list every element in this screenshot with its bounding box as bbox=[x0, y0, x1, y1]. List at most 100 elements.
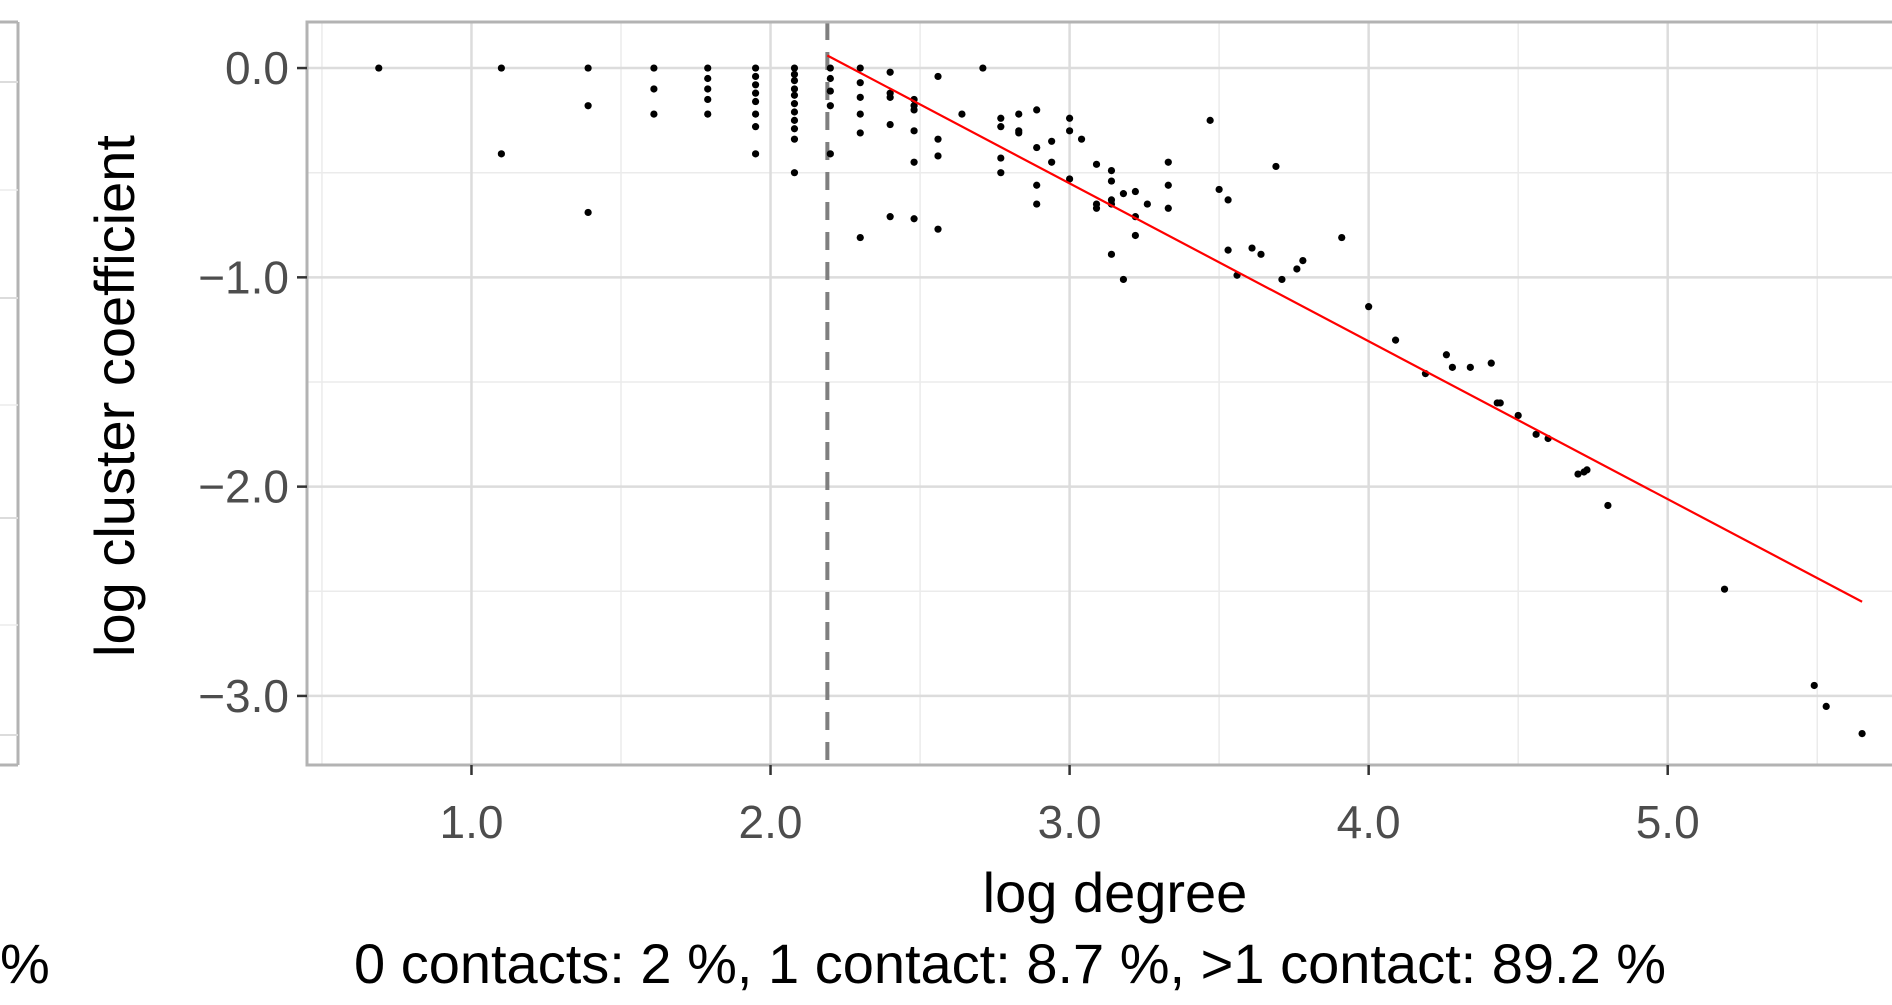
data-point bbox=[704, 64, 712, 72]
data-point bbox=[1065, 114, 1074, 122]
data-point bbox=[997, 114, 1005, 122]
data-point bbox=[790, 91, 799, 99]
data-point bbox=[650, 64, 658, 72]
points-layer bbox=[375, 64, 1866, 738]
data-point bbox=[1299, 256, 1307, 265]
data-point bbox=[934, 135, 942, 143]
chart-caption: 0 contacts: 2 %, 1 contact: 8.7 %, >1 co… bbox=[354, 932, 1666, 995]
data-point bbox=[1065, 175, 1074, 183]
x-tick-label: 2.0 bbox=[739, 796, 803, 848]
data-point bbox=[1224, 196, 1232, 204]
data-point bbox=[826, 74, 834, 83]
data-point bbox=[856, 233, 864, 242]
x-tick-label: 4.0 bbox=[1337, 796, 1401, 848]
data-point bbox=[790, 85, 799, 93]
data-point bbox=[650, 85, 658, 93]
data-point bbox=[1810, 681, 1818, 690]
data-point bbox=[1033, 143, 1041, 152]
data-point bbox=[790, 64, 799, 72]
x-tick-label: 1.0 bbox=[440, 796, 504, 848]
data-point bbox=[1131, 231, 1139, 240]
left-panel-fragment: % bbox=[0, 20, 50, 995]
data-point bbox=[826, 87, 834, 95]
data-point bbox=[584, 102, 592, 110]
data-point bbox=[1119, 275, 1128, 284]
data-point bbox=[790, 125, 799, 133]
y-tick-label: −3.0 bbox=[198, 670, 289, 722]
data-point bbox=[1514, 411, 1522, 420]
data-point bbox=[375, 64, 383, 72]
regression-line bbox=[826, 54, 1863, 603]
data-point bbox=[856, 129, 864, 137]
data-point bbox=[584, 208, 592, 217]
data-point bbox=[826, 102, 834, 110]
data-point bbox=[1015, 129, 1023, 137]
data-point bbox=[997, 169, 1005, 177]
data-point bbox=[1272, 162, 1280, 171]
data-point bbox=[856, 93, 864, 101]
data-point bbox=[1107, 250, 1116, 258]
data-point bbox=[1257, 250, 1265, 258]
data-point bbox=[1107, 167, 1116, 175]
data-point bbox=[751, 64, 760, 72]
data-point bbox=[790, 135, 799, 143]
data-point bbox=[1496, 399, 1504, 407]
data-point bbox=[1466, 363, 1474, 371]
data-point bbox=[1119, 190, 1128, 198]
fit-line-layer bbox=[826, 54, 1863, 603]
data-point bbox=[826, 150, 834, 158]
data-point bbox=[886, 68, 894, 76]
data-point bbox=[910, 215, 918, 223]
data-point bbox=[1048, 158, 1056, 166]
data-point bbox=[751, 110, 760, 118]
panel-border bbox=[305, 20, 1892, 767]
y-tick-label: −2.0 bbox=[198, 461, 289, 513]
data-point bbox=[1164, 181, 1172, 189]
data-point bbox=[1365, 303, 1373, 311]
data-point bbox=[650, 110, 658, 118]
data-point bbox=[751, 81, 760, 89]
axis-layer: 1.0 2.0 3.0 4.0 5.0 0.0 −1.0 −2.0 −3.0 bbox=[198, 20, 1892, 848]
data-point bbox=[790, 116, 799, 124]
x-tick-label: 3.0 bbox=[1038, 796, 1102, 848]
data-point bbox=[886, 93, 894, 101]
data-point bbox=[704, 85, 712, 93]
data-point bbox=[1391, 336, 1400, 344]
data-point bbox=[1224, 246, 1232, 254]
data-point bbox=[856, 79, 864, 87]
data-point bbox=[910, 106, 918, 114]
data-point bbox=[886, 213, 894, 221]
data-point bbox=[910, 127, 918, 135]
data-point bbox=[1442, 351, 1451, 359]
data-point bbox=[1033, 181, 1041, 189]
data-point bbox=[1164, 158, 1172, 166]
data-point bbox=[751, 97, 760, 106]
data-point bbox=[1033, 106, 1041, 114]
data-point bbox=[1048, 137, 1056, 145]
data-point bbox=[1604, 501, 1612, 510]
data-point bbox=[1092, 160, 1101, 168]
data-point bbox=[790, 169, 799, 177]
data-point bbox=[497, 150, 505, 158]
x-axis-label: log degree bbox=[983, 861, 1248, 924]
data-point bbox=[1143, 200, 1151, 208]
data-point bbox=[1033, 200, 1041, 208]
data-point bbox=[790, 70, 799, 78]
data-point bbox=[979, 64, 987, 72]
data-point bbox=[856, 110, 864, 118]
data-point bbox=[1532, 430, 1540, 438]
data-point bbox=[1164, 204, 1172, 212]
data-point bbox=[1131, 187, 1139, 196]
data-point bbox=[997, 154, 1005, 162]
data-point bbox=[826, 64, 834, 72]
data-point bbox=[751, 123, 760, 131]
data-point bbox=[1448, 363, 1456, 371]
data-point bbox=[958, 110, 966, 118]
data-point bbox=[997, 123, 1005, 131]
y-tick-label: −1.0 bbox=[198, 251, 289, 303]
data-point bbox=[704, 95, 712, 104]
data-point bbox=[1858, 730, 1866, 738]
data-point bbox=[790, 100, 799, 108]
data-point bbox=[1338, 233, 1346, 242]
